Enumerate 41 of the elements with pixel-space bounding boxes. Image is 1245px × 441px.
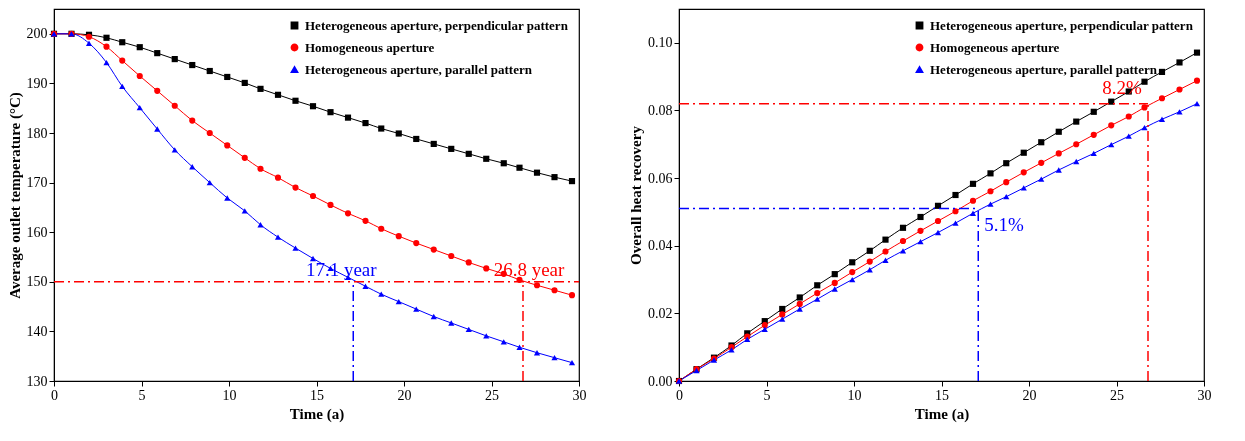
x-tick-label: 15 <box>935 387 949 403</box>
x-tick-label: 20 <box>1022 387 1037 403</box>
ref-line-label: 26.8 year <box>493 258 566 280</box>
legend-label: Homogeneous aperture <box>930 39 1060 55</box>
y-tick-label: 0.02 <box>648 305 673 321</box>
y-tick-label: 0.04 <box>648 238 673 254</box>
ref-line-label: 17.1 year <box>305 258 378 280</box>
x-tick-label: 25 <box>485 387 499 403</box>
x-axis-title: Time (a) <box>914 405 970 423</box>
y-tick-label: 190 <box>26 75 48 91</box>
x-axis-title: Time (a) <box>289 405 345 423</box>
y-tick-label: 0.10 <box>648 35 673 51</box>
x-tick-label: 10 <box>847 387 862 403</box>
x-tick-label: 25 <box>1110 387 1124 403</box>
y-tick-label: 130 <box>26 373 48 389</box>
y-tick-label: 150 <box>26 274 48 290</box>
x-tick-label: 30 <box>572 387 587 403</box>
legend-label: Heterogeneous aperture, parallel pattern <box>930 61 1158 77</box>
y-tick-label: 0.08 <box>648 102 673 118</box>
x-tick-label: 20 <box>397 387 412 403</box>
y-axis-title: Overall heat recovery <box>628 125 644 265</box>
y-tick-label: 0.06 <box>648 170 673 186</box>
y-axis-title: Average outlet temperature (°C) <box>6 92 24 299</box>
x-tick-label: 5 <box>763 387 771 403</box>
x-tick-label: 15 <box>310 387 324 403</box>
legend-label: Heterogeneous aperture, perpendicular pattern <box>930 17 1194 33</box>
legend-label: Heterogeneous aperture, perpendicular pattern <box>305 17 569 33</box>
x-tick-label: 5 <box>138 387 146 403</box>
ref-line-label: 5.1% <box>984 213 1024 235</box>
x-tick-label: 0 <box>51 387 58 403</box>
y-tick-label: 170 <box>26 175 48 191</box>
y-tick-label: 0.00 <box>648 373 673 389</box>
y-tick-label: 140 <box>26 323 48 339</box>
x-tick-label: 10 <box>222 387 237 403</box>
y-tick-label: 180 <box>26 125 48 141</box>
x-tick-label: 0 <box>676 387 683 403</box>
y-tick-label: 200 <box>26 26 48 42</box>
x-tick-label: 30 <box>1197 387 1212 403</box>
legend-label: Homogeneous aperture <box>305 39 435 55</box>
y-tick-label: 160 <box>26 224 48 240</box>
legend-label: Heterogeneous aperture, parallel pattern <box>305 61 533 77</box>
